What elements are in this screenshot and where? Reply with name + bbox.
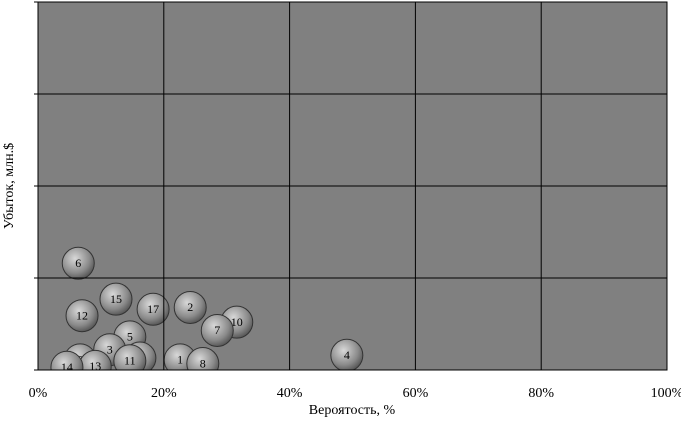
bubble-label: 17 bbox=[147, 302, 159, 316]
bubble bbox=[99, 282, 133, 316]
x-tick-label: 80% bbox=[528, 386, 554, 401]
x-tick-label: 40% bbox=[277, 386, 303, 401]
x-tick-label: 100% bbox=[651, 386, 681, 401]
bubble-label: 8 bbox=[200, 356, 206, 370]
x-tick-label: 60% bbox=[403, 386, 429, 401]
bubble bbox=[186, 347, 220, 370]
bubble-label: 12 bbox=[76, 308, 88, 322]
bubble-label: 7 bbox=[214, 323, 220, 337]
bubble-label: 11 bbox=[124, 354, 136, 368]
bubble bbox=[65, 299, 99, 333]
x-tick-label: 0% bbox=[29, 386, 48, 401]
bubble-label: 15 bbox=[110, 292, 122, 306]
bubble bbox=[200, 313, 234, 347]
bubble-label: 4 bbox=[344, 348, 350, 362]
bubble-label: 2 bbox=[187, 300, 193, 314]
bubble bbox=[330, 338, 364, 370]
bubble bbox=[136, 292, 170, 326]
bubble bbox=[173, 290, 207, 324]
bubble bbox=[61, 246, 95, 280]
bubble-label: 14 bbox=[61, 360, 73, 374]
bubble bbox=[50, 350, 84, 370]
bubble-label: 3 bbox=[107, 343, 113, 357]
bubble-label: 6 bbox=[75, 256, 81, 270]
y-axis-label: Убыток, млн.$ bbox=[2, 143, 17, 229]
x-axis-label: Вероятость, % bbox=[309, 403, 396, 418]
bubble-label: 1 bbox=[177, 353, 183, 367]
bubbles: 6151721210751693418111314 bbox=[50, 246, 364, 374]
bubble-label: 10 bbox=[231, 315, 243, 329]
bubble-label: 5 bbox=[127, 330, 133, 344]
x-tick-label: 20% bbox=[151, 386, 177, 401]
bubble-label: 13 bbox=[89, 359, 101, 373]
bubble bbox=[113, 344, 147, 370]
